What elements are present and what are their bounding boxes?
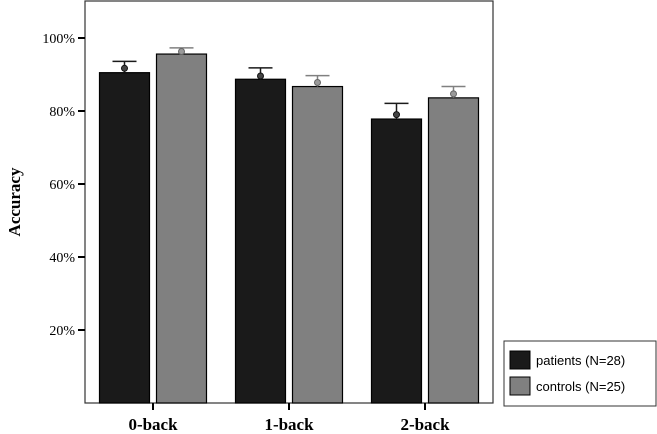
bar-2back-controls [427,97,480,404]
x-axis: 0-back 1-back 2-back [128,403,450,434]
mean-point-2back-patients [393,111,400,119]
x-tick-label-2-back: 2-back [400,415,450,434]
y-tick-label-60: 60% [49,178,75,193]
mean-point-1back-patients [257,72,264,80]
bar-2back-patients [370,118,423,404]
legend-swatch-controls [509,376,531,396]
legend-swatch-patients [509,350,531,370]
y-tick-label-20: 20% [49,324,75,339]
y-axis-title: Accuracy [5,167,24,236]
bar-1back-controls [291,85,344,404]
y-tick-label-100: 100% [42,32,75,47]
y-axis: 20% 40% 60% 80% 100% [42,32,85,339]
bar-0back-patients [98,72,151,404]
mean-point-0back-controls [178,48,185,56]
legend-label-patients: patients (N=28) [536,353,625,368]
x-tick-label-1-back: 1-back [264,415,314,434]
legend-label-controls: controls (N=25) [536,379,625,394]
legend: patients (N=28) controls (N=25) [503,340,657,407]
mean-point-0back-patients [121,64,128,72]
mean-point-2back-controls [450,90,457,98]
y-tick-label-40: 40% [49,251,75,266]
bars-layer [98,47,480,404]
bar-0back-controls [155,53,208,404]
bar-1back-patients [234,78,287,404]
mean-point-1back-controls [314,79,321,87]
y-tick-label-80: 80% [49,105,75,120]
x-tick-label-0-back: 0-back [128,415,178,434]
